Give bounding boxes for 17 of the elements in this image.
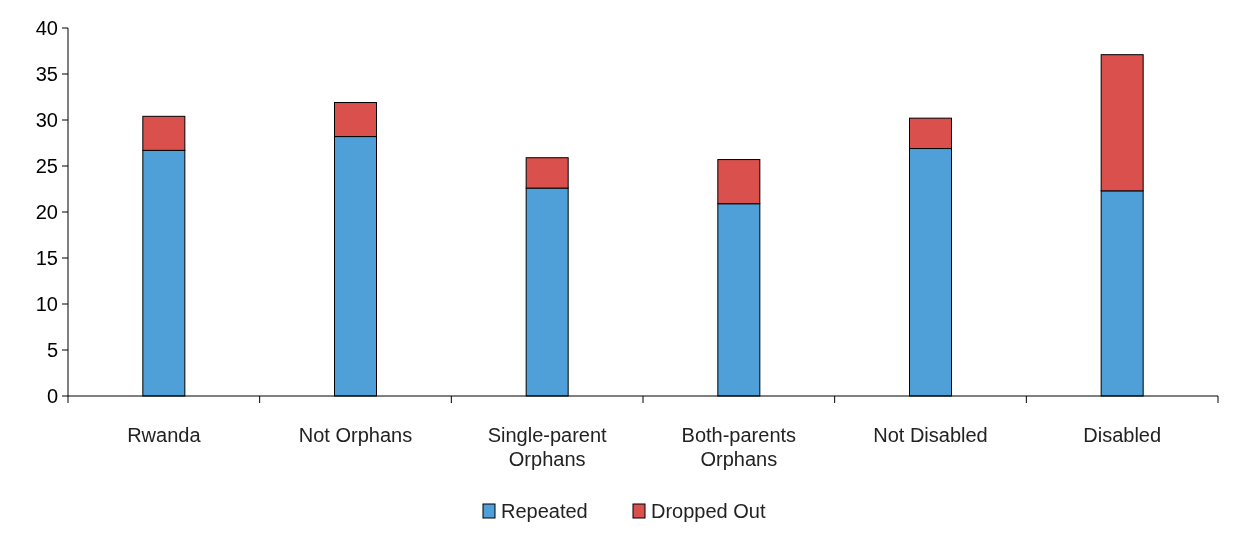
y-tick-label: 5 — [46, 339, 58, 361]
y-tick-label: 10 — [35, 293, 58, 315]
x-tick-label: Disabled — [1083, 424, 1162, 446]
x-tick-label: Not Orphans — [298, 424, 413, 446]
y-tick-label: 25 — [35, 155, 58, 177]
legend-label: Dropped Out — [651, 500, 766, 522]
x-tick-label: Single-parent Orphans — [487, 424, 608, 470]
y-tick-label: 20 — [35, 201, 58, 223]
x-tick-label: Rwanda — [127, 424, 202, 446]
y-tick-label: 40 — [35, 17, 58, 39]
x-tick-label: Both-parents Orphans — [681, 424, 797, 470]
legend-label: Repeated — [501, 500, 588, 522]
y-tick-label: 35 — [35, 63, 58, 85]
y-tick-label: 0 — [46, 385, 58, 407]
x-tick-label: Not Disabled — [873, 424, 988, 446]
y-tick-label: 15 — [35, 247, 58, 269]
y-tick-label: 30 — [35, 109, 58, 131]
